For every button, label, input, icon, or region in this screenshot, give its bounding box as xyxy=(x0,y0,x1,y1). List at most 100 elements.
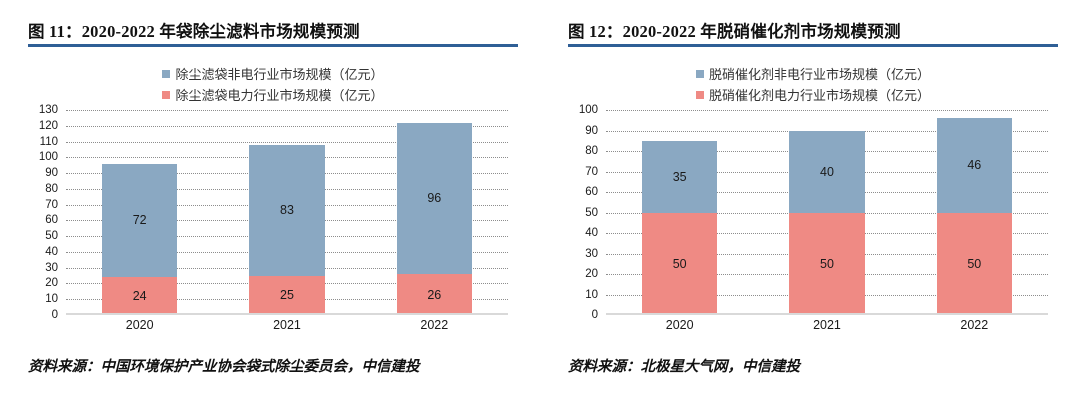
bar-value-label: 46 xyxy=(967,158,982,173)
gridline xyxy=(66,125,508,127)
bar-value-label: 72 xyxy=(132,213,147,228)
y-axis-tick: 20 xyxy=(45,277,58,290)
legend-item-nonpower: 脱硝催化剂非电行业市场规模（亿元） xyxy=(695,64,930,83)
y-axis: 130 120 110 100 90 80 70 60 50 40 30 20 10 0 xyxy=(28,104,62,321)
y-axis-tick: 70 xyxy=(585,165,598,178)
bar-segment[interactable]: 46 xyxy=(936,118,1012,213)
y-axis-tick: 60 xyxy=(585,186,598,198)
y-axis-tick: 90 xyxy=(45,167,58,180)
bar-value-label: 50 xyxy=(820,256,834,271)
bar-value-label: 24 xyxy=(132,289,147,304)
y-axis-tick: 40 xyxy=(45,245,58,258)
legend-label: 脱硝催化剂非电行业市场规模（亿元） xyxy=(708,67,930,82)
bar-segment[interactable]: 50 xyxy=(642,212,718,315)
bar-segment[interactable]: 50 xyxy=(789,212,865,315)
legend-item-nonpower: 除尘滤袋非电行业市场规模（亿元） xyxy=(162,64,384,83)
chart-plot-area: 130 120 110 100 90 80 70 60 50 40 30 20 10 0 72 24 83 25… xyxy=(28,104,518,321)
legend-label: 脱硝催化剂电力行业市场规模（亿元） xyxy=(708,88,930,103)
x-axis-tick: 2021 xyxy=(813,318,841,332)
y-axis-tick: 80 xyxy=(45,182,58,195)
gridline xyxy=(606,110,1048,111)
y-axis-tick: 10 xyxy=(585,288,598,301)
y-axis-tick: 10 xyxy=(45,293,58,306)
legend-swatch-icon xyxy=(162,90,171,99)
axis-baseline xyxy=(66,313,508,315)
figure-panel-12: 图 12：2020-2022 年脱硝催化剂市场规模预测 脱硝催化剂非电行业市场规… xyxy=(540,0,1080,400)
legend-swatch-icon xyxy=(695,69,704,78)
title-underline xyxy=(28,44,518,47)
x-axis-tick: 2022 xyxy=(420,318,449,332)
bar-value-label: 50 xyxy=(672,256,687,271)
bar-value-label: 26 xyxy=(427,287,442,302)
y-axis: 100 90 80 70 60 50 40 30 20 10 0 xyxy=(568,104,602,321)
y-axis-tick: 110 xyxy=(39,135,58,148)
figure-panel-11: 图 11：2020-2022 年袋除尘滤料市场规模预测 除尘滤袋非电行业市场规模… xyxy=(28,22,518,375)
bar-group[interactable]: 35 50 xyxy=(642,110,718,315)
bar-value-label: 35 xyxy=(672,169,687,184)
y-axis-tick: 50 xyxy=(45,230,58,243)
bar-segment[interactable]: 72 xyxy=(102,163,178,278)
bar-segment[interactable]: 83 xyxy=(249,144,325,276)
legend-item-power: 除尘滤袋电力行业市场规模（亿元） xyxy=(162,85,384,104)
bar-group[interactable]: 83 25 xyxy=(249,110,325,315)
y-axis-tick: 100 xyxy=(38,151,58,164)
bar-value-label: 50 xyxy=(967,256,982,271)
bar-value-label: 83 xyxy=(280,203,294,218)
x-axis: 2020 2021 2022 xyxy=(606,318,1048,338)
legend-swatch-icon xyxy=(162,69,171,78)
y-axis-tick: 0 xyxy=(51,309,58,321)
source-note: 资料来源：北极星大气网，中信建投 xyxy=(568,359,800,375)
y-axis-tick: 70 xyxy=(45,198,58,211)
bar-segment[interactable]: 24 xyxy=(102,277,178,315)
x-axis-tick: 2020 xyxy=(125,318,154,332)
bar-segment[interactable]: 26 xyxy=(396,274,472,315)
y-axis-tick: 50 xyxy=(585,206,598,219)
y-axis-tick: 0 xyxy=(591,309,598,321)
source-note: 资料来源：中国环境保护产业协会袋式除尘委员会，中信建投 xyxy=(28,359,420,375)
y-axis-tick: 30 xyxy=(585,247,598,260)
y-axis-tick: 90 xyxy=(585,124,598,137)
y-axis-tick: 120 xyxy=(38,119,58,132)
bar-segment[interactable]: 25 xyxy=(249,275,325,315)
chart-legend: 脱硝催化剂非电行业市场规模（亿元） 脱硝催化剂电力行业市场规模（亿元） xyxy=(568,64,1058,104)
title-underline xyxy=(568,44,1058,47)
y-axis-tick: 80 xyxy=(585,145,598,157)
bar-value-label: 40 xyxy=(820,164,834,179)
bar-value-label: 25 xyxy=(280,288,294,303)
chart-plot-area: 100 90 80 70 60 50 40 30 20 10 0 35 50 40 50 46 50 xyxy=(568,104,1058,321)
plot-canvas: 35 50 40 50 46 50 xyxy=(606,110,1048,315)
figure-title: 图 11：2020-2022 年袋除尘滤料市场规模预测 xyxy=(28,22,360,41)
bar-group[interactable]: 40 50 xyxy=(789,110,865,315)
x-axis: 2020 2021 2022 xyxy=(66,318,508,338)
x-axis-tick: 2021 xyxy=(273,318,301,332)
bar-series: 72 24 83 25 96 26 xyxy=(66,110,508,315)
bar-value-label: 96 xyxy=(427,191,442,206)
bar-group[interactable]: 96 26 xyxy=(396,110,472,315)
bar-segment[interactable]: 50 xyxy=(936,212,1012,315)
gridline xyxy=(66,141,508,143)
bar-series: 35 50 40 50 46 50 xyxy=(606,110,1048,315)
bar-group[interactable]: 72 24 xyxy=(102,110,178,315)
y-axis-tick: 20 xyxy=(585,268,598,280)
legend-item-power: 脱硝催化剂电力行业市场规模（亿元） xyxy=(695,85,930,104)
y-axis-tick: 40 xyxy=(585,227,598,239)
legend-swatch-icon xyxy=(695,90,704,99)
legend-label: 除尘滤袋电力行业市场规模（亿元） xyxy=(175,88,384,103)
legend-label: 除尘滤袋非电行业市场规模（亿元） xyxy=(175,67,384,82)
bar-segment[interactable]: 96 xyxy=(396,122,472,274)
y-axis-tick: 30 xyxy=(45,261,58,274)
gridline xyxy=(66,110,508,111)
y-axis-tick: 130 xyxy=(38,104,58,116)
bar-group[interactable]: 46 50 xyxy=(936,110,1012,315)
y-axis-tick: 60 xyxy=(45,214,58,227)
axis-baseline xyxy=(606,313,1048,315)
y-axis-tick: 100 xyxy=(578,104,598,116)
bar-segment[interactable]: 35 xyxy=(642,140,718,213)
x-axis-tick: 2022 xyxy=(960,318,989,332)
figure-title: 图 12：2020-2022 年脱硝催化剂市场规模预测 xyxy=(568,22,901,41)
x-axis-tick: 2020 xyxy=(665,318,694,332)
chart-legend: 除尘滤袋非电行业市场规模（亿元） 除尘滤袋电力行业市场规模（亿元） xyxy=(28,64,518,104)
plot-canvas: 72 24 83 25 96 26 xyxy=(66,110,508,315)
bar-segment[interactable]: 40 xyxy=(789,130,865,213)
